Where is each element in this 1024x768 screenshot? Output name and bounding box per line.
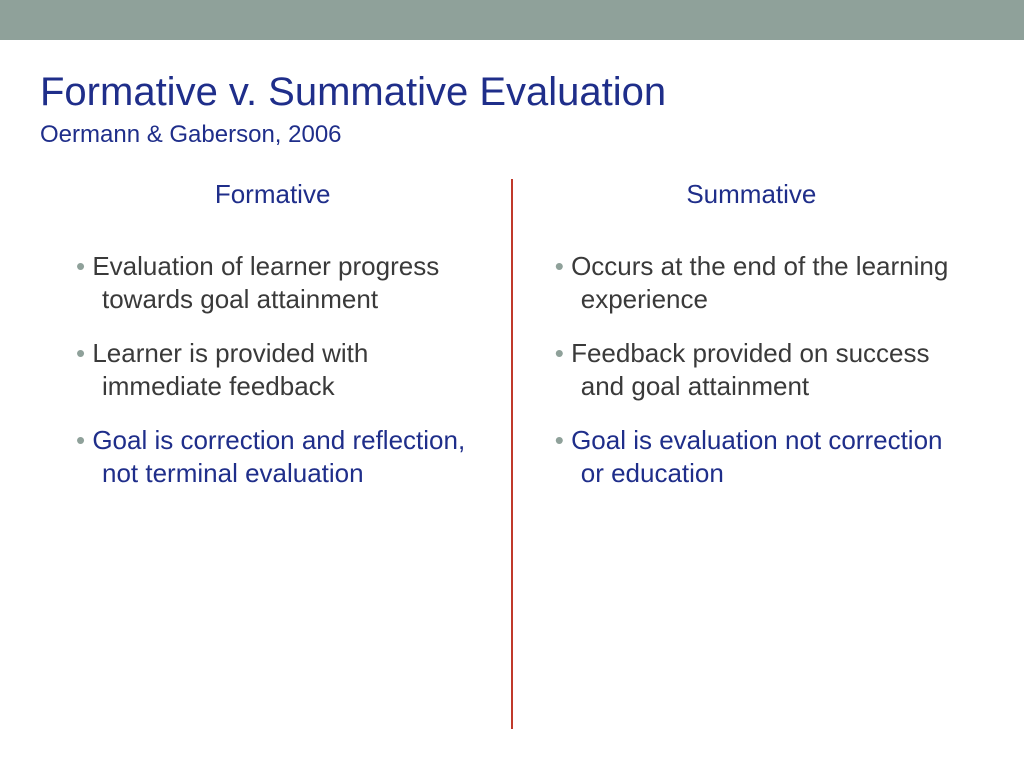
list-item: Goal is correction and reflection, not t… (76, 424, 475, 489)
slide-subtitle: Oermann & Gaberson, 2006 (40, 121, 984, 149)
list-item: Occurs at the end of the learning experi… (555, 250, 954, 315)
left-column: Formative Evaluation of learner progress… (40, 179, 505, 729)
list-item: Learner is provided with immediate feedb… (76, 337, 475, 402)
vertical-divider (511, 179, 513, 729)
list-item: Evaluation of learner progress towards g… (76, 250, 475, 315)
list-item: Goal is evaluation not correction or edu… (555, 424, 954, 489)
list-item: Feedback provided on success and goal at… (555, 337, 954, 402)
top-accent-bar (0, 0, 1024, 40)
right-bullet-list: Occurs at the end of the learning experi… (549, 250, 954, 489)
slide-title: Formative v. Summative Evaluation (40, 70, 984, 115)
right-heading: Summative (549, 179, 954, 210)
slide-header: Formative v. Summative Evaluation Oerman… (0, 40, 1024, 169)
left-heading: Formative (70, 179, 475, 210)
two-column-content: Formative Evaluation of learner progress… (0, 169, 1024, 729)
left-bullet-list: Evaluation of learner progress towards g… (70, 250, 475, 489)
right-column: Summative Occurs at the end of the learn… (519, 179, 984, 729)
